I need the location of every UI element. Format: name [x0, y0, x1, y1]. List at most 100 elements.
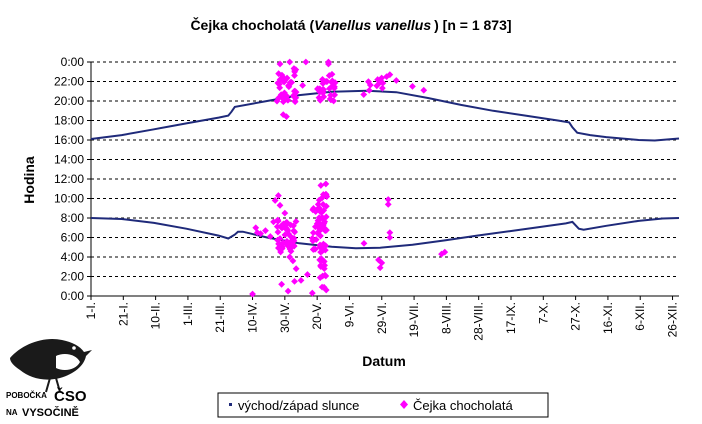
data-point [290, 242, 298, 249]
y-axis-label: Hodina [21, 156, 37, 204]
data-point [257, 230, 265, 237]
data-point [384, 196, 392, 203]
x-tick-label: 10-II. [149, 302, 163, 329]
sunrise-line [90, 217, 680, 250]
data-point [409, 82, 416, 90]
data-point [286, 58, 294, 66]
y-tick-label: 18:00 [54, 114, 84, 128]
x-tick-label: 21-III. [213, 302, 227, 333]
data-point [366, 81, 374, 89]
logo-cso: ČSO [54, 387, 87, 405]
y-tick-label: 12:00 [54, 172, 84, 186]
data-point [277, 248, 285, 256]
bird-series [249, 58, 449, 298]
data-point [284, 287, 292, 295]
data-point [292, 218, 300, 225]
logo-line1: POBOČKA [6, 391, 47, 400]
legend-sun-marker [229, 403, 232, 406]
data-point [322, 180, 330, 188]
data-point [317, 225, 325, 233]
data-point [441, 248, 449, 256]
chart-title: Čejka chocholatá (Vanellus vanellus) [n … [190, 16, 511, 33]
data-point [319, 89, 327, 97]
data-point [278, 222, 285, 230]
data-point [308, 289, 316, 297]
data-point [281, 77, 289, 85]
y-tick-label: 8:00 [61, 211, 85, 225]
data-point [374, 76, 382, 83]
y-tick-label: 2:00 [61, 270, 85, 284]
data-point [279, 111, 287, 119]
data-point [309, 229, 317, 237]
data-point [315, 205, 323, 213]
y-tick-label: 6:00 [61, 231, 85, 245]
data-point [283, 226, 291, 233]
data-point [275, 94, 283, 102]
dipper-bird-icon [10, 338, 92, 393]
data-point [297, 277, 305, 284]
y-tick-label: 4:00 [61, 250, 85, 264]
gridlines [91, 61, 679, 277]
data-point [252, 224, 260, 232]
data-point [266, 233, 274, 240]
data-point [287, 233, 295, 240]
data-point [328, 79, 336, 86]
data-point [276, 201, 284, 209]
data-point [304, 271, 311, 278]
data-point [277, 91, 285, 99]
logo-line2: NA [6, 408, 18, 417]
title-rest: ) [n = 1 873] [434, 17, 511, 33]
data-point [378, 74, 386, 82]
x-tick-label: 26-XII. [666, 302, 680, 337]
x-tick-label: 19-VII. [407, 302, 421, 337]
data-point [299, 82, 307, 89]
data-point [291, 68, 299, 76]
data-point [274, 192, 282, 199]
data-point [274, 228, 282, 236]
data-point [290, 65, 298, 72]
data-point [360, 239, 368, 247]
title-main: Čejka chocholatá ( [190, 16, 314, 33]
data-point [386, 229, 394, 237]
data-point [309, 237, 317, 245]
data-point [320, 258, 328, 265]
legend-sun-label: východ/západ slunce [238, 398, 359, 413]
data-point [321, 271, 329, 279]
data-point [276, 84, 284, 92]
data-point [315, 94, 323, 101]
data-point [331, 91, 339, 99]
data-point [291, 97, 299, 105]
data-point [316, 88, 324, 96]
x-axis-ticks: 1-I. 21-I. 10-II. 1-III. 21-III. 10-IV. 30-IV.… [84, 296, 680, 341]
data-point [365, 78, 372, 86]
data-point [318, 247, 326, 255]
data-point [284, 241, 292, 249]
data-point [312, 236, 320, 243]
sunset-line [90, 89, 680, 142]
data-point [325, 58, 332, 66]
x-tick-label: 21-I. [116, 302, 130, 326]
x-tick-label: 16-XI. [601, 302, 615, 334]
y-tick-label: 0:00 [61, 289, 85, 303]
data-point [280, 220, 287, 228]
data-point [360, 91, 368, 98]
data-point [392, 77, 400, 84]
sun-series [90, 89, 680, 250]
data-point [291, 277, 298, 285]
data-point [281, 231, 289, 239]
data-point [262, 227, 269, 235]
data-point [292, 265, 300, 273]
data-point [323, 226, 330, 234]
data-point [273, 217, 281, 225]
data-point [275, 240, 283, 248]
x-tick-label: 7-X. [536, 302, 550, 324]
data-point [287, 79, 295, 86]
data-point [289, 257, 297, 265]
y-tick-label: 14:00 [54, 153, 84, 167]
x-axis-label: Datum [362, 353, 406, 369]
data-point [365, 86, 373, 94]
data-point [386, 71, 394, 79]
data-point [378, 84, 386, 92]
data-point [327, 96, 335, 104]
